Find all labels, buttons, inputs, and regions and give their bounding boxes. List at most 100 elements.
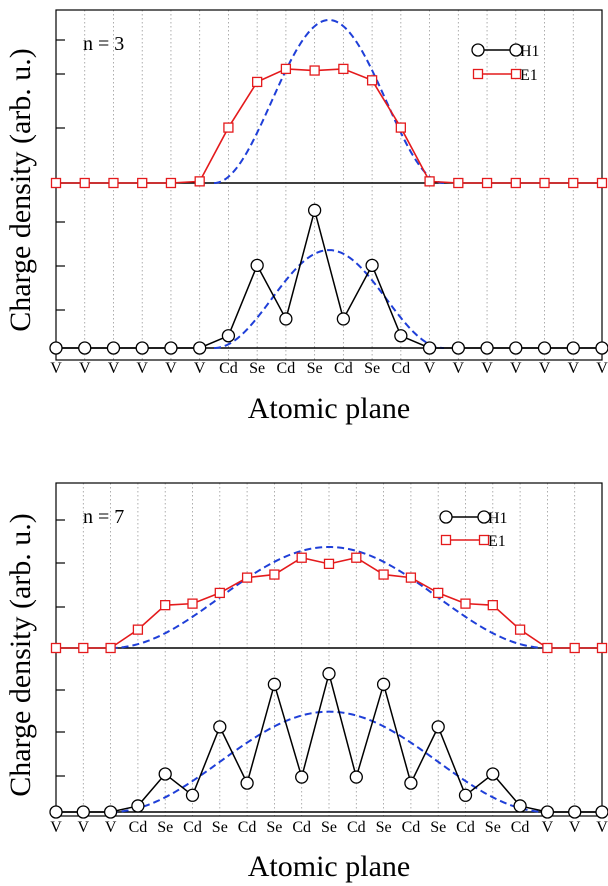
series-e1-line: [56, 68, 602, 184]
h1-point: [431, 720, 445, 734]
x-tick-label: V: [136, 360, 148, 377]
x-tick-label: Se: [212, 819, 228, 836]
e1-point: [460, 598, 471, 609]
series-h1: [49, 667, 608, 819]
e1-point: [252, 76, 263, 88]
chart-2: V V V Cd Se Cd Se Cd Se Cd Se Cd Se Cd Se Cd Se Cd V V VAtom…: [4, 482, 608, 883]
h1-point: [394, 329, 408, 343]
x-tick-label: Cd: [238, 819, 257, 836]
e1-point: [539, 177, 550, 189]
grid: [55, 483, 603, 816]
e1-point: [596, 177, 608, 189]
e1-point: [395, 122, 406, 133]
legend-h1-marker: [471, 43, 485, 57]
x-tick-label: Cd: [402, 819, 421, 836]
y-axis-label: Charge density (arb. u.): [4, 513, 37, 797]
e1-point: [108, 177, 119, 189]
x-tick-label: V: [539, 360, 551, 377]
x-tick-label: V: [165, 360, 177, 377]
h1-point: [595, 341, 608, 355]
h1-point: [568, 805, 582, 819]
e1-point: [323, 558, 335, 569]
e1-point: [487, 600, 498, 611]
x-tick-label: Cd: [334, 360, 353, 377]
x-tick-label: V: [79, 360, 91, 377]
legend-e1-label: E1: [520, 67, 538, 84]
h1-point: [103, 805, 118, 819]
e1-point: [296, 552, 307, 563]
e1-point: [481, 177, 493, 189]
x-tick-label: V: [50, 819, 62, 836]
x-tick-label: V: [453, 360, 465, 377]
e1-point: [78, 642, 89, 654]
h1-point: [595, 805, 608, 819]
series-e1: [50, 552, 608, 654]
e1-point: [510, 177, 521, 189]
x-tick-label: Cd: [511, 819, 530, 836]
x-tick-label: Cd: [277, 360, 296, 377]
x-axis-label: Atomic plane: [248, 850, 410, 883]
plot-frame: [55, 482, 603, 817]
h1-point: [404, 776, 418, 790]
h1-point: [540, 805, 555, 819]
h1-point: [221, 329, 236, 343]
h1-point: [193, 341, 207, 355]
h1-point: [458, 788, 473, 802]
h1-point: [158, 767, 172, 781]
x-tick-label: Se: [157, 819, 173, 836]
x-tick-label: V: [481, 360, 493, 377]
h1-point: [267, 677, 282, 691]
h1-point: [250, 258, 264, 273]
h1-point: [486, 767, 500, 781]
legend-h1-label: H1: [488, 510, 508, 527]
e1-point: [309, 65, 320, 76]
x-tick-label: Cd: [219, 360, 238, 377]
h1-point: [365, 258, 379, 273]
h1-point: [566, 341, 580, 355]
e1-point: [405, 572, 417, 583]
e1-point: [241, 572, 253, 583]
x-tick-label: Se: [485, 819, 501, 836]
legend-e1-marker: [510, 68, 522, 80]
e1-point: [269, 569, 280, 580]
e1-point: [50, 642, 62, 654]
h1-point: [307, 203, 322, 217]
x-tick-label: V: [596, 819, 608, 836]
x-tick-label: Se: [249, 360, 265, 377]
e1-point: [378, 569, 389, 580]
legend-e1-marker: [440, 534, 452, 546]
x-tick-label: V: [424, 360, 436, 377]
envelope-h1: [110, 710, 548, 813]
h1-point: [322, 667, 336, 681]
legend-h1-marker: [439, 510, 453, 524]
h1-point: [279, 312, 293, 326]
x-tick-label: Cd: [183, 819, 202, 836]
envelope-e1: [214, 18, 444, 184]
e1-point: [433, 587, 444, 599]
legend-e1-marker: [478, 534, 490, 546]
x-tick-label: Se: [321, 819, 337, 836]
e1-point: [366, 75, 378, 86]
e1-point: [453, 177, 464, 189]
h1-point: [513, 799, 527, 813]
e1-point: [351, 552, 362, 563]
h1-point: [376, 677, 391, 691]
e1-point: [187, 598, 198, 609]
x-tick-label: V: [78, 819, 90, 836]
legend-e1-label: E1: [488, 533, 506, 550]
e1-point: [424, 176, 435, 187]
h1-point: [422, 341, 437, 355]
e1-point: [542, 642, 553, 654]
x-tick-label: Cd: [129, 819, 148, 836]
x-tick-label: V: [542, 819, 554, 836]
h1-point: [49, 805, 63, 819]
y-axis-label: Charge density (arb. u.): [4, 48, 37, 332]
e1-point: [596, 642, 608, 654]
e1-point: [194, 176, 205, 187]
h1-point: [480, 341, 494, 355]
e1-point: [514, 624, 526, 635]
x-tick-label: Se: [430, 819, 446, 836]
h1-point: [164, 341, 178, 355]
